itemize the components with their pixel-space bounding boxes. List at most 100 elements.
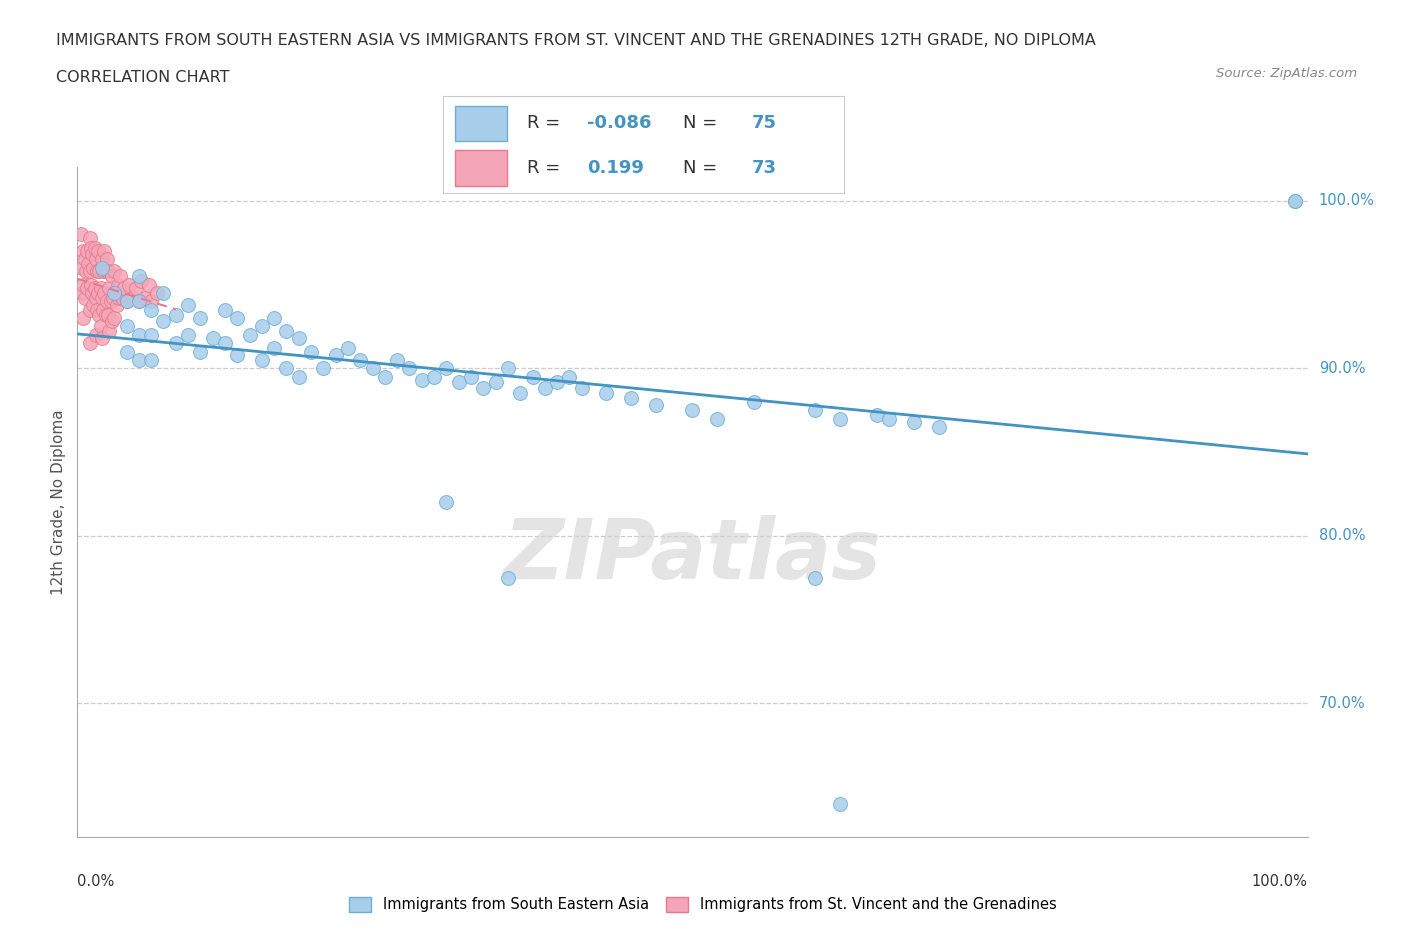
Point	[94, 264, 117, 279]
Point	[90, 319, 112, 334]
Point	[177, 298, 200, 312]
Point	[73, 290, 96, 305]
Point	[1284, 193, 1306, 208]
Point	[263, 340, 285, 355]
Text: N =: N =	[683, 114, 717, 132]
Point	[152, 314, 174, 329]
Point	[312, 361, 335, 376]
Point	[87, 286, 110, 300]
Point	[121, 290, 143, 305]
Point	[263, 311, 285, 325]
Point	[70, 260, 93, 275]
Text: 70.0%: 70.0%	[1319, 696, 1365, 711]
Point	[105, 298, 128, 312]
Point	[77, 257, 100, 272]
Point	[361, 361, 384, 376]
Point	[129, 273, 153, 288]
Point	[96, 252, 118, 267]
Point	[830, 796, 852, 811]
Point	[111, 290, 132, 305]
Point	[620, 391, 643, 405]
Point	[100, 294, 122, 309]
Point	[103, 311, 125, 325]
Y-axis label: 12th Grade, No Diploma: 12th Grade, No Diploma	[51, 409, 66, 595]
Text: N =: N =	[683, 159, 717, 177]
Point	[91, 302, 114, 317]
Point	[250, 352, 273, 367]
Point	[84, 327, 107, 342]
Point	[70, 286, 93, 300]
Point	[595, 386, 617, 401]
Point	[879, 411, 901, 426]
Point	[72, 277, 94, 292]
Point	[571, 381, 593, 396]
Point	[288, 369, 311, 384]
Point	[288, 331, 311, 346]
Point	[398, 361, 420, 376]
Point	[79, 231, 101, 246]
Text: 0.199: 0.199	[588, 159, 644, 177]
Point	[89, 264, 111, 279]
Point	[84, 290, 107, 305]
FancyBboxPatch shape	[456, 151, 508, 186]
Point	[146, 286, 169, 300]
Point	[496, 361, 519, 376]
Point	[107, 277, 129, 292]
Point	[82, 260, 104, 275]
Point	[928, 419, 950, 434]
Point	[86, 264, 108, 279]
Point	[128, 327, 150, 342]
Point	[101, 269, 124, 284]
Point	[89, 307, 111, 322]
Text: R =: R =	[527, 114, 560, 132]
Point	[76, 244, 98, 259]
Point	[299, 344, 322, 359]
Point	[125, 281, 148, 296]
Point	[804, 570, 827, 585]
Point	[83, 240, 105, 255]
Point	[70, 227, 93, 242]
Point	[115, 344, 138, 359]
Point	[349, 352, 371, 367]
Point	[742, 394, 765, 409]
Point	[118, 277, 141, 292]
Point	[141, 302, 163, 317]
Point	[82, 247, 104, 262]
Point	[276, 324, 298, 339]
Point	[94, 307, 117, 322]
Text: CORRELATION CHART: CORRELATION CHART	[56, 70, 229, 85]
Point	[79, 302, 101, 317]
Point	[165, 307, 187, 322]
Point	[276, 361, 298, 376]
Point	[460, 369, 482, 384]
Point	[87, 244, 110, 259]
Point	[91, 264, 114, 279]
Point	[1284, 193, 1306, 208]
Point	[214, 302, 236, 317]
Point	[472, 381, 495, 396]
Point	[496, 570, 519, 585]
Point	[128, 352, 150, 367]
Text: 90.0%: 90.0%	[1319, 361, 1365, 376]
Point	[90, 281, 112, 296]
Point	[866, 407, 889, 422]
Point	[436, 361, 458, 376]
Point	[86, 302, 108, 317]
Text: 100.0%: 100.0%	[1251, 874, 1308, 889]
Point	[141, 352, 163, 367]
Point	[226, 311, 249, 325]
Text: 75: 75	[751, 114, 776, 132]
Text: ZIPatlas: ZIPatlas	[503, 515, 882, 596]
Point	[385, 352, 409, 367]
Point	[104, 286, 127, 300]
Legend: Immigrants from South Eastern Asia, Immigrants from St. Vincent and the Grenadin: Immigrants from South Eastern Asia, Immi…	[343, 891, 1063, 918]
Point	[165, 336, 187, 351]
Point	[214, 336, 236, 351]
Point	[177, 327, 200, 342]
Point	[97, 307, 120, 322]
Point	[72, 311, 94, 325]
Point	[138, 277, 160, 292]
Point	[90, 260, 114, 275]
Text: 100.0%: 100.0%	[1319, 193, 1375, 208]
Point	[79, 336, 101, 351]
